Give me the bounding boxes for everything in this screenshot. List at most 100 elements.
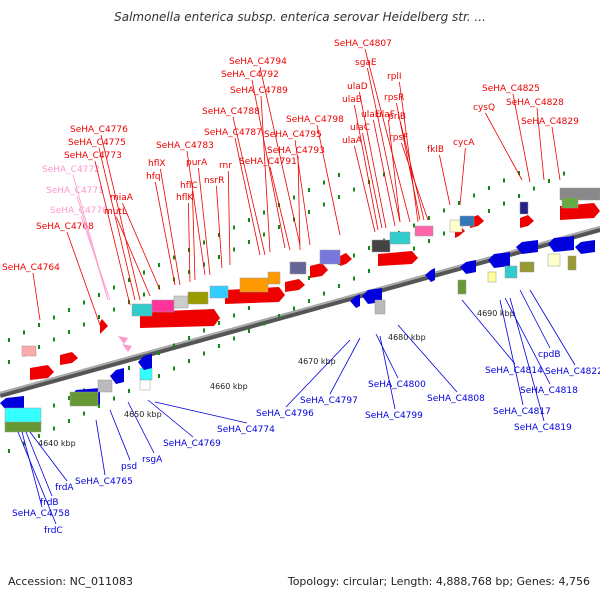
gene-block — [4, 421, 42, 433]
gene-block — [139, 379, 151, 391]
tick-mark — [173, 343, 175, 348]
gene-leader-line — [536, 107, 545, 181]
gene-leader-line — [509, 297, 545, 422]
tick-mark — [188, 270, 190, 274]
forward-gene-arrow — [285, 279, 305, 292]
gene-label-above: hflC — [180, 181, 198, 191]
tick-mark — [218, 255, 220, 259]
tick-mark — [158, 374, 160, 378]
gene-label-above: SeHA_C4770 — [50, 206, 108, 216]
gene-label-above: SeHA_C4798 — [286, 115, 344, 125]
reverse-gene-arrow — [488, 252, 510, 268]
forward-gene-arrow — [60, 352, 78, 365]
tick-mark — [248, 218, 250, 222]
gene-leader-line — [32, 272, 41, 321]
tick-mark — [518, 171, 520, 175]
gene-leader-line — [485, 112, 523, 181]
gene-leader-line — [227, 170, 231, 266]
ruler-label: 4640 kbp — [38, 439, 76, 448]
tick-mark — [488, 209, 490, 213]
gene-label-below: SeHA_C4796 — [256, 409, 314, 419]
gene-leader-line — [354, 104, 379, 231]
gene-label-above: SeHA_C4783 — [156, 141, 214, 151]
tick-mark — [503, 178, 505, 183]
gene-block — [559, 187, 600, 201]
tick-mark — [113, 307, 115, 312]
forward-gene-arrow — [340, 253, 352, 266]
gene-leader-line — [25, 431, 53, 497]
gene-label-above: ulaE — [361, 110, 381, 120]
gene-leader-line — [397, 324, 458, 393]
gene-label-above: SeHA_C4794 — [229, 57, 287, 67]
gene-leader-line — [260, 95, 271, 253]
reverse-gene-arrow — [575, 240, 595, 254]
gene-block — [139, 367, 153, 381]
gene-block — [187, 291, 209, 305]
gene-leader-line — [198, 167, 211, 276]
gene-label-below: SeHA_C4765 — [75, 477, 133, 487]
gene-leader-line — [354, 145, 376, 233]
tick-mark — [488, 186, 490, 190]
gene-label-above: hflK — [176, 193, 194, 203]
gene-leader-line — [329, 337, 361, 395]
gene-block — [21, 345, 37, 357]
gene-leader-line — [122, 202, 161, 291]
tick-mark — [458, 201, 460, 205]
gene-leader-line — [21, 431, 43, 508]
tick-mark — [8, 338, 10, 342]
forward-gene-arrow — [30, 365, 54, 380]
forward-gene-arrow — [378, 251, 418, 266]
gene-label-below: SeHA_C4769 — [163, 439, 221, 449]
reverse-gene-arrow — [110, 368, 124, 384]
tick-mark — [293, 195, 295, 200]
gene-block — [459, 215, 475, 227]
tick-mark — [338, 195, 340, 199]
gene-label-below: SeHA_C4818 — [520, 386, 578, 396]
tick-mark — [323, 291, 325, 296]
gene-leader-line — [72, 174, 109, 301]
gene-label-below: SeHA_C4822 — [545, 367, 600, 377]
gene-label-below: SeHA_C4799 — [365, 411, 423, 421]
tick-mark — [338, 284, 340, 288]
gene-label-above: ulaF — [376, 110, 395, 120]
tick-mark — [98, 315, 100, 319]
gene-block — [414, 225, 434, 237]
gene-leader-line — [188, 202, 191, 283]
gene-leader-line — [98, 147, 136, 301]
tick-mark — [548, 179, 550, 183]
gene-leader-line — [359, 91, 387, 229]
gene-leader-line — [29, 431, 68, 482]
tick-mark — [308, 299, 310, 303]
ruler-label: 4670 kbp — [298, 357, 336, 366]
tick-mark — [203, 328, 205, 333]
tick-mark — [83, 411, 85, 416]
gene-label-above: SeHA_C4775 — [68, 138, 126, 148]
gene-block — [289, 261, 307, 275]
gene-label-above: rplI — [387, 72, 402, 82]
tick-mark — [53, 426, 55, 431]
tick-mark — [428, 239, 430, 243]
tick-mark — [53, 403, 55, 408]
gene-label-above: cysQ — [473, 103, 495, 113]
gene-label-above: nsrR — [204, 176, 224, 186]
gene-leader-line — [154, 401, 248, 424]
tick-mark — [233, 225, 235, 230]
tick-mark — [323, 180, 325, 185]
tick-mark — [248, 329, 250, 333]
tick-mark — [563, 171, 565, 176]
gene-label-above: SeHA_C4764 — [2, 263, 60, 273]
reverse-gene-arrow — [350, 294, 360, 308]
tick-mark — [143, 292, 145, 297]
gene-block — [151, 299, 175, 313]
gene-block — [173, 295, 189, 309]
gene-block — [374, 299, 386, 315]
tick-mark — [533, 186, 535, 191]
accession-label: Accession: NC_011083 — [8, 575, 134, 588]
gene-leader-line — [100, 134, 141, 301]
gene-label-above: ulaB — [342, 95, 362, 105]
gene-block — [519, 201, 529, 215]
tick-mark — [68, 330, 70, 334]
tick-mark — [353, 276, 355, 281]
gene-label-above: purA — [186, 158, 208, 168]
gene-label-above: rnr — [219, 161, 232, 171]
